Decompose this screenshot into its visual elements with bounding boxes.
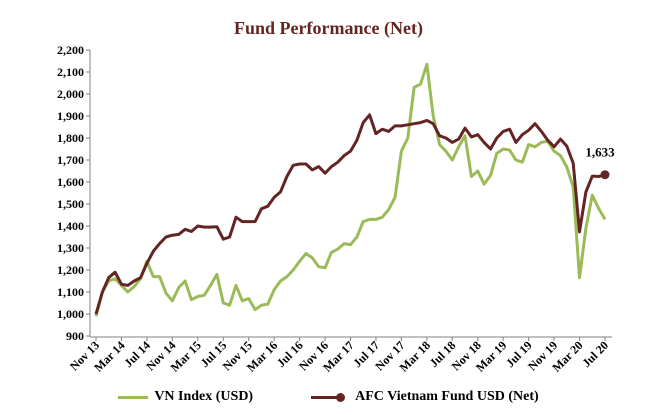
chart-title: Fund Performance (Net) <box>234 18 423 38</box>
legend-label-vn-index: VN Index (USD) <box>154 389 254 404</box>
y-tick-label: 1,900 <box>57 109 84 123</box>
legend-label-afc-fund: AFC Vietnam Fund USD (Net) <box>355 389 539 404</box>
y-tick-label: 2,000 <box>57 87 84 101</box>
legend-item-vn-index: VN Index (USD) <box>118 389 253 405</box>
y-tick-label: 1,000 <box>57 307 84 321</box>
y-tick-label: 1,200 <box>57 263 84 277</box>
y-tick-label: 2,200 <box>57 43 84 57</box>
y-tick-label: 900 <box>66 329 84 343</box>
x-tick-label: Jul 20 <box>579 338 611 370</box>
y-tick-label: 1,500 <box>57 197 84 211</box>
y-tick-label: 1,100 <box>57 285 84 299</box>
legend: VN Index (USD) AFC Vietnam Fund USD (Net… <box>0 389 657 405</box>
y-tick-label: 1,700 <box>57 153 84 167</box>
y-tick-label: 1,800 <box>57 131 84 145</box>
legend-item-afc-fund: AFC Vietnam Fund USD (Net) <box>311 389 539 405</box>
last-value-label: 1,633 <box>585 145 615 160</box>
legend-swatch-afc-fund <box>311 392 346 402</box>
series-line-vn-index <box>94 62 607 317</box>
y-tick-label: 2,100 <box>57 65 84 79</box>
series-line-afc-fund <box>94 113 606 315</box>
y-tick-label: 1,300 <box>57 241 84 255</box>
legend-swatch-vn-index <box>118 395 149 399</box>
y-tick-label: 1,400 <box>57 219 84 233</box>
y-tick-label: 1,600 <box>57 175 84 189</box>
last-point-marker <box>600 170 610 180</box>
